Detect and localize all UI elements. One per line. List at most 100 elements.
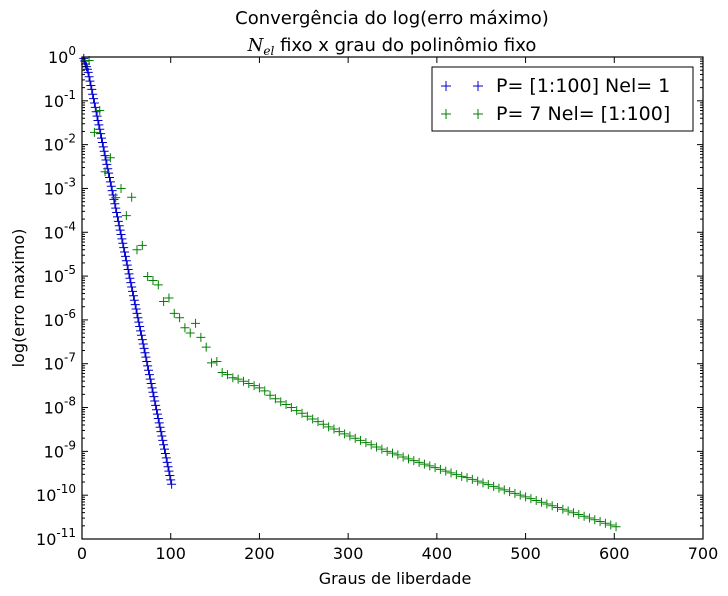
- series-1-point: [152, 409, 162, 419]
- series-2-point: [600, 518, 610, 528]
- series-1-point: [157, 431, 167, 441]
- x-tick-label: 700: [688, 544, 719, 563]
- y-tick-label: 100: [48, 44, 76, 67]
- series-1-point: [128, 286, 138, 296]
- series-1-point: [92, 111, 102, 121]
- series-1-point: [128, 291, 138, 301]
- series-2-point: [212, 357, 222, 367]
- series-2-point: [409, 456, 419, 466]
- series-1-point: [132, 308, 142, 318]
- series-2-point: [425, 461, 435, 471]
- series-1-point: [162, 457, 172, 467]
- series-2-point: [270, 394, 280, 404]
- x-tick-label: 600: [599, 544, 630, 563]
- series-2-point: [382, 446, 392, 456]
- series-2-point: [350, 433, 360, 443]
- series-1-point: [148, 387, 158, 397]
- series-2-point: [451, 470, 461, 480]
- series-1-point: [150, 396, 160, 406]
- series-1-point: [120, 247, 130, 257]
- series-1-point: [86, 80, 96, 90]
- series-1-point: [96, 129, 106, 139]
- series-1-point: [120, 251, 130, 261]
- series-2-point: [116, 183, 126, 193]
- series-2-point: [595, 516, 605, 526]
- series-1-point: [165, 470, 175, 480]
- legend-box: [431, 66, 694, 132]
- series-2-point: [478, 478, 488, 488]
- series-1-point: [122, 260, 132, 270]
- legend-marker-series-2-b: [473, 109, 483, 119]
- series-1-point: [136, 330, 146, 340]
- series-2-point: [584, 513, 594, 523]
- title-math-n: N: [247, 35, 265, 56]
- y-tick-label: 10-11: [36, 526, 76, 549]
- series-2-point: [574, 509, 584, 519]
- series-1-point: [145, 374, 155, 384]
- series-1-point: [97, 137, 107, 147]
- series-2-point: [356, 435, 366, 445]
- series-2-point: [254, 383, 264, 393]
- series-2-point: [462, 473, 472, 483]
- series-2-point: [169, 308, 179, 318]
- series-2-point: [542, 499, 552, 509]
- series-1-point: [160, 444, 170, 454]
- series-1-point: [99, 146, 109, 156]
- series-2-point: [244, 378, 254, 388]
- series-2-point: [313, 417, 323, 427]
- series-2-point: [558, 504, 568, 514]
- series-1-point: [127, 282, 137, 292]
- series-1-point: [94, 120, 104, 130]
- series-1-point: [144, 370, 154, 380]
- series-2-point: [222, 370, 232, 380]
- y-tick-label: 10-7: [44, 351, 76, 374]
- series-1-point: [102, 159, 112, 169]
- series-1-point: [167, 479, 177, 489]
- series-1-point: [160, 449, 170, 459]
- series-2-point: [143, 272, 153, 282]
- series-1-point: [107, 186, 117, 196]
- series-1-point: [98, 142, 108, 152]
- series-1-point: [153, 414, 163, 423]
- series-2-point: [164, 293, 174, 303]
- x-tick-label: 100: [155, 544, 186, 563]
- series-1-point: [135, 321, 145, 331]
- series-1-point: [113, 216, 123, 226]
- series-1-point: [141, 352, 151, 362]
- series-1-point: [140, 348, 150, 358]
- series-1-point: [111, 203, 121, 213]
- series-1-point: [95, 124, 105, 134]
- series-2-point: [340, 429, 350, 439]
- series-1-point: [87, 84, 97, 94]
- x-tick-label: 200: [244, 544, 275, 563]
- series-1-point: [139, 343, 149, 353]
- series-1-point: [88, 89, 98, 99]
- y-tick-label: 10-5: [44, 263, 76, 286]
- series-2-point: [95, 105, 105, 115]
- series-1-point: [154, 418, 164, 428]
- series-1-point: [124, 269, 134, 279]
- chart-title-line1: Convergência do log(erro máximo): [235, 8, 549, 29]
- series-2-point: [191, 318, 201, 328]
- series-2-point: [499, 485, 509, 495]
- series-2-point: [467, 474, 477, 484]
- y-tick-label: 10-9: [44, 438, 76, 461]
- series-1-point: [89, 98, 99, 108]
- series-2-point: [457, 471, 467, 481]
- series-1-point: [101, 155, 111, 165]
- series-2-point: [521, 492, 531, 502]
- series-2-point: [419, 459, 429, 469]
- series-2-point: [510, 488, 520, 498]
- series-2-point: [249, 381, 259, 391]
- y-tick-label: 10-10: [36, 482, 76, 505]
- series-2-point: [175, 313, 185, 323]
- series-1-point: [91, 107, 101, 117]
- series-2-point: [228, 373, 238, 383]
- series-2-point: [260, 386, 270, 396]
- series-2-point: [111, 193, 121, 203]
- series-1-point: [126, 278, 136, 288]
- series-2-point: [324, 422, 334, 432]
- series-2-point: [531, 495, 541, 505]
- x-tick-label: 400: [422, 544, 453, 563]
- series-2-point: [414, 457, 424, 467]
